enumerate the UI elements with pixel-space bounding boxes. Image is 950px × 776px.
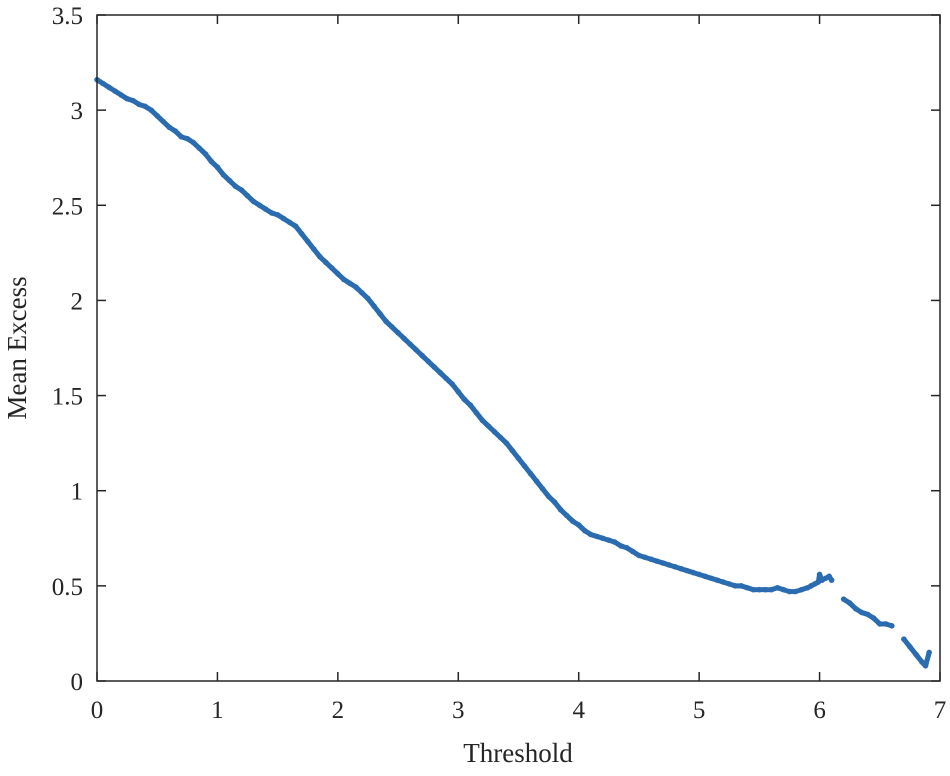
y-tick-label: 2.5 [52,193,83,220]
x-tick-label: 0 [91,697,104,724]
x-tick-label: 1 [211,697,224,724]
y-tick-label: 1.5 [52,384,83,411]
x-axis-ticks: 0 1 2 3 4 5 6 7 [91,15,947,724]
x-tick-label: 5 [693,697,706,724]
data-points [94,76,932,669]
y-tick-label: 0 [71,669,84,696]
y-tick-label: 3 [71,98,84,125]
x-axis-label: Threshold [463,738,573,768]
x-tick-label: 2 [332,697,345,724]
y-axis-label: Mean Excess [2,276,32,419]
x-tick-label: 3 [452,697,465,724]
y-tick-label: 2 [71,288,84,315]
y-tick-label: 3.5 [52,3,83,30]
x-tick-label: 6 [813,697,826,724]
y-tick-label: 0.5 [52,574,83,601]
data-point [828,577,835,583]
y-tick-label: 1 [71,479,84,506]
data-point [926,649,932,656]
x-tick-label: 7 [934,697,947,724]
axes-box [96,14,941,682]
y-axis-ticks: 0 0.5 1 1.5 2 2.5 3 3.5 [52,3,940,696]
data-point [889,623,895,629]
x-tick-label: 4 [572,697,585,724]
